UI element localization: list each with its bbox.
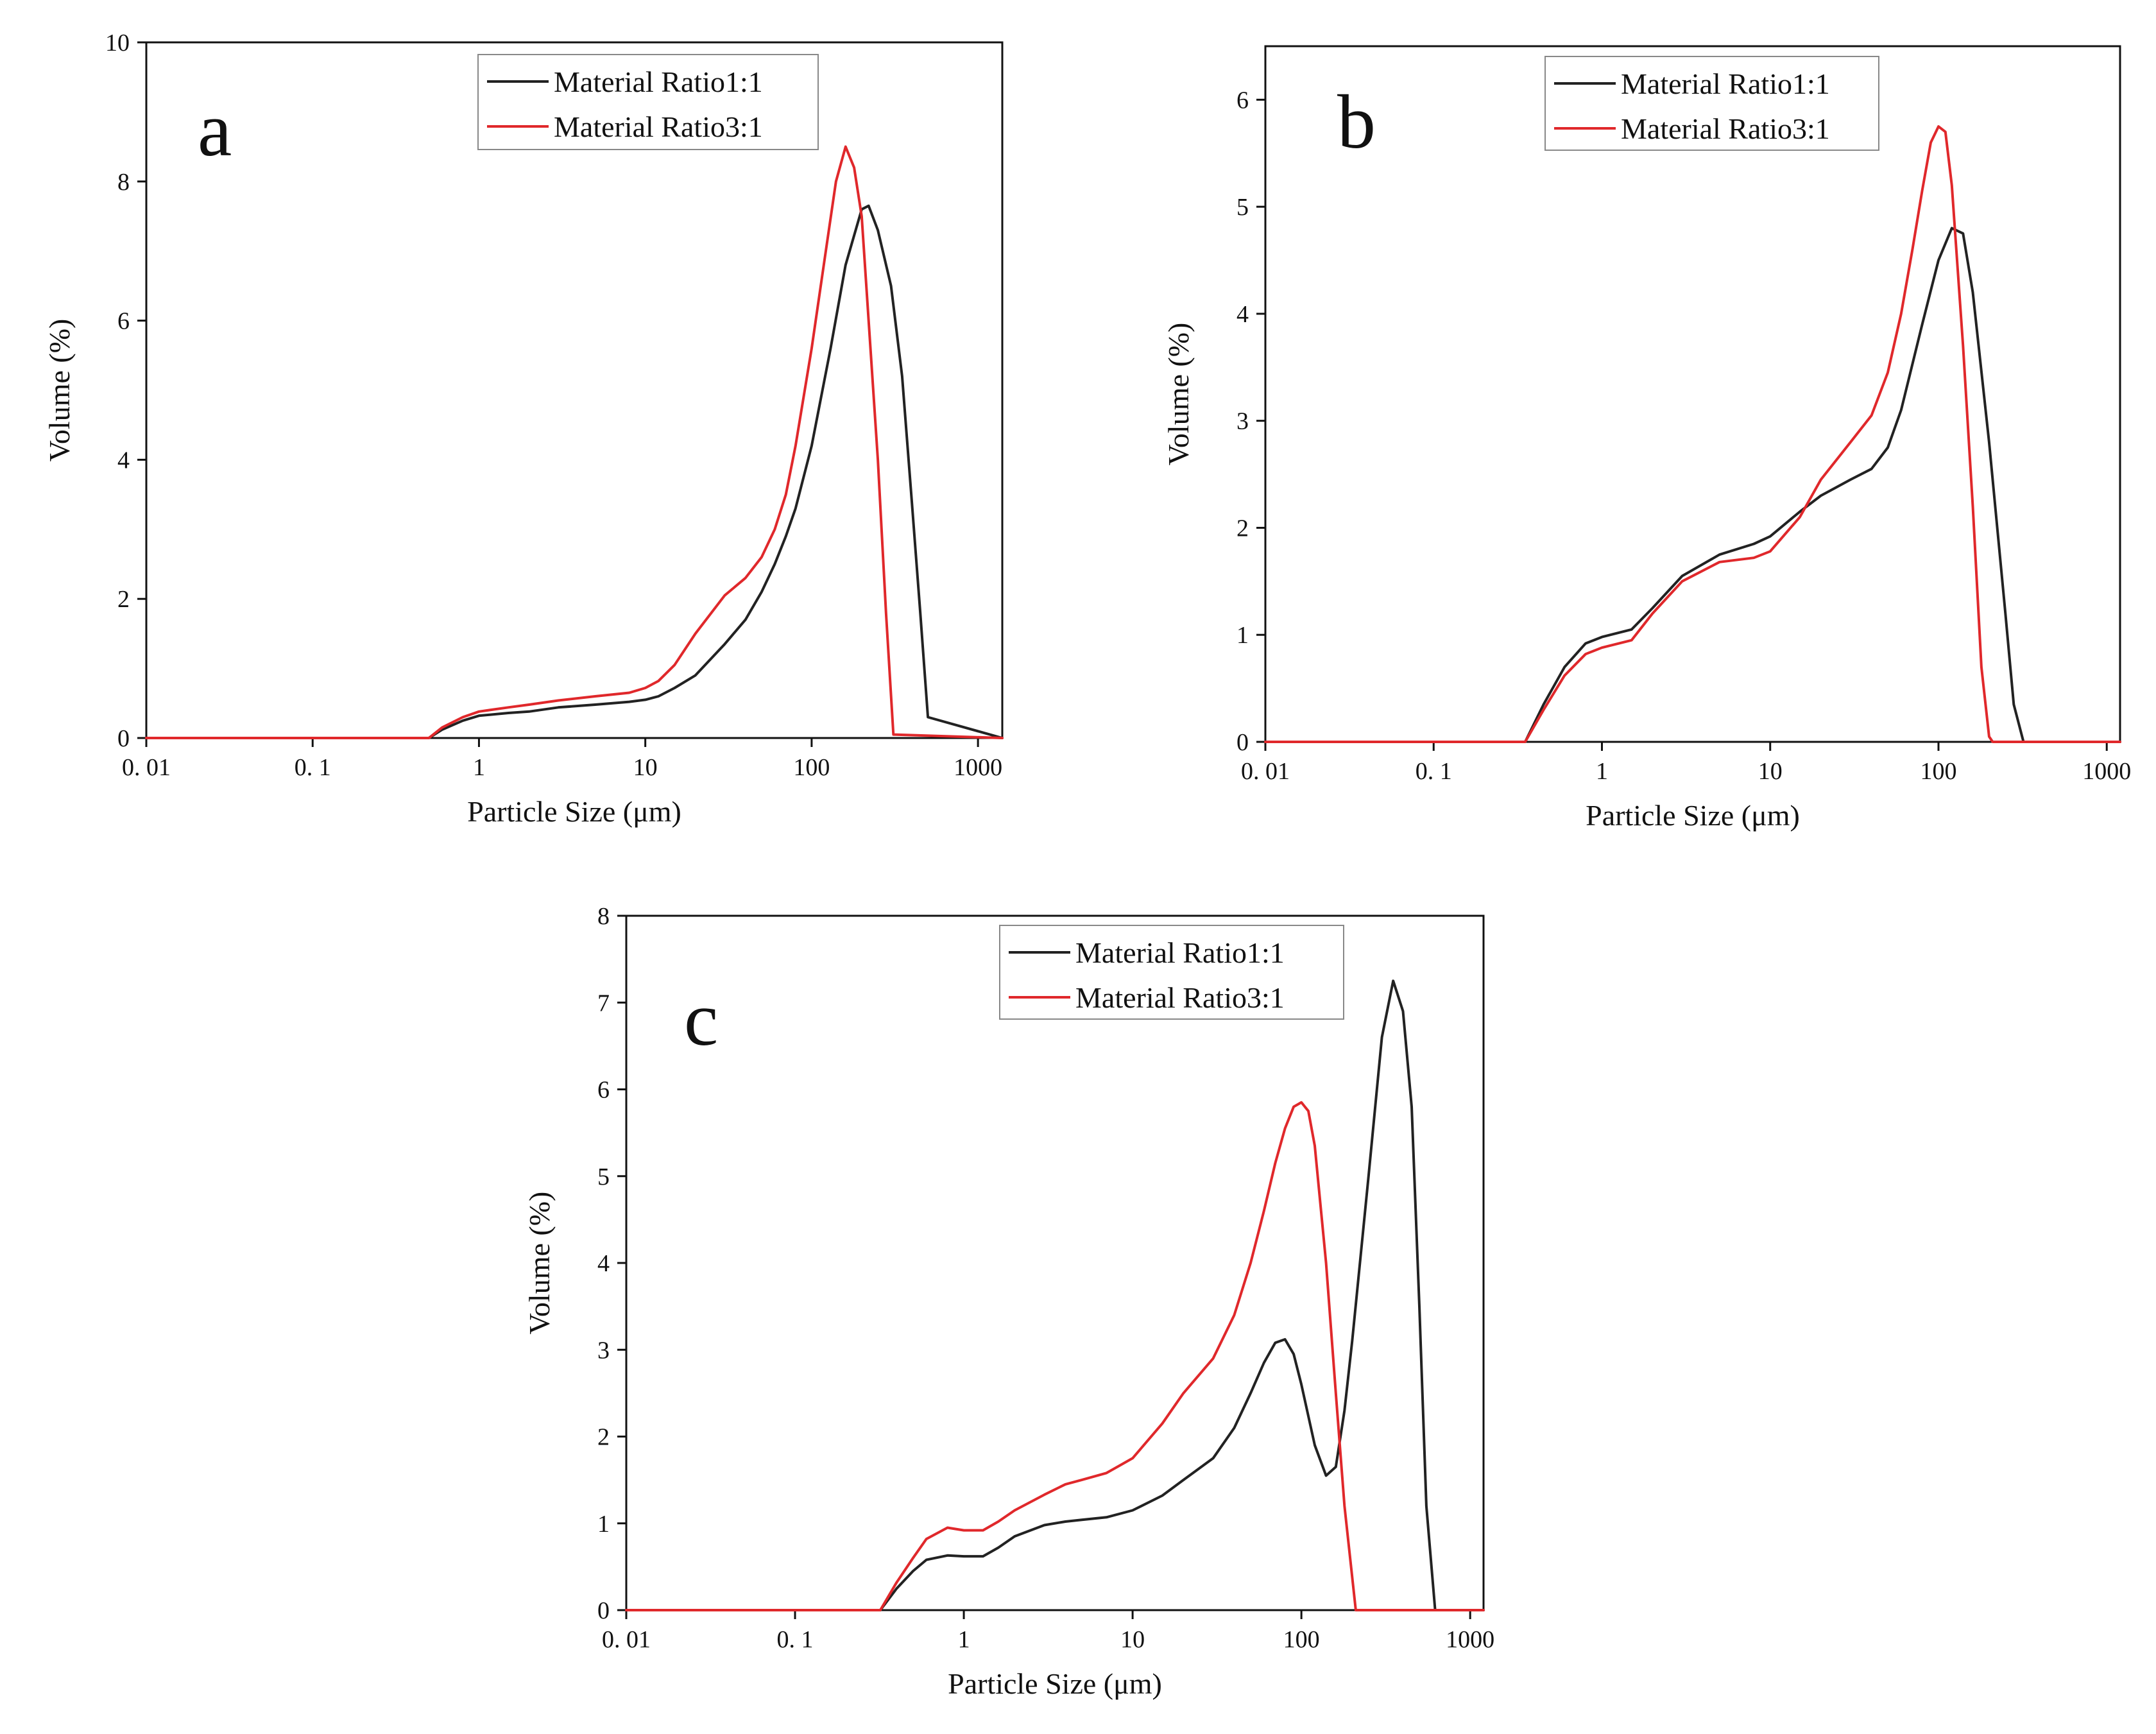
chart-panel-c: 0. 01 0. 1 1 10 100 1000 0 1 2 3 4 5 6 7 8 Particle Siz… xyxy=(523,903,1494,1700)
y-tick-label: 6 xyxy=(597,1077,610,1104)
legend-label: Material Ratio1:1 xyxy=(1621,67,1830,100)
y-tick-label: 3 xyxy=(1236,408,1249,435)
y-tick-label: 1 xyxy=(597,1511,610,1538)
y-axis-title: Volume (%) xyxy=(43,319,76,462)
y-tick-label: 2 xyxy=(117,586,130,613)
series-line-ratio-1-1 xyxy=(145,204,1004,739)
y-tick-label: 4 xyxy=(1236,301,1249,328)
y-tick-label: 8 xyxy=(117,169,130,196)
y-tick-label: 0 xyxy=(117,725,130,752)
legend-label: Material Ratio3:1 xyxy=(554,110,763,143)
x-tick-label: 10 xyxy=(1758,758,1783,785)
x-axis-title: Particle Size (μm) xyxy=(1586,799,1800,832)
y-tick-label: 5 xyxy=(1236,194,1249,221)
series-line-ratio-1-1 xyxy=(625,979,1485,1611)
y-tick-label: 4 xyxy=(597,1250,610,1277)
y-tick-label: 3 xyxy=(597,1337,610,1364)
y-tick-label: 10 xyxy=(105,30,130,56)
x-tick-label: 10 xyxy=(1120,1626,1145,1653)
legend-label: Material Ratio1:1 xyxy=(1075,936,1285,969)
y-tick-label: 5 xyxy=(597,1163,610,1190)
series-line-ratio-3-1 xyxy=(625,1101,1485,1611)
panel-letter: c xyxy=(684,976,718,1061)
x-tick-label: 0. 01 xyxy=(602,1626,651,1653)
series-line-ratio-3-1 xyxy=(145,145,1004,739)
x-axis-title: Particle Size (μm) xyxy=(467,795,681,828)
panel-letter: b xyxy=(1337,79,1376,164)
y-tick-label: 8 xyxy=(597,903,610,930)
legend-box xyxy=(477,54,819,150)
plot-frame xyxy=(145,41,1004,739)
legend-box xyxy=(999,925,1344,1020)
legend-label: Material Ratio3:1 xyxy=(1075,981,1285,1014)
legend-label: Material Ratio1:1 xyxy=(554,65,763,98)
series-line-ratio-1-1 xyxy=(1264,227,2121,743)
series-line-ratio-3-1 xyxy=(1264,125,2121,743)
x-tick-label: 0. 01 xyxy=(1241,758,1290,785)
plot-frame xyxy=(1264,45,2121,743)
x-tick-label: 1 xyxy=(473,754,485,781)
y-axis-title: Volume (%) xyxy=(1162,323,1195,466)
y-tick-label: 0 xyxy=(1236,729,1249,756)
x-tick-label: 0. 1 xyxy=(295,754,331,781)
x-tick-label: 1000 xyxy=(954,754,1002,781)
y-axis-title: Volume (%) xyxy=(523,1192,556,1335)
x-tick-label: 0. 01 xyxy=(122,754,171,781)
x-tick-label: 1 xyxy=(1596,758,1608,785)
y-tick-label: 1 xyxy=(1236,622,1249,649)
panel-letter: a xyxy=(198,87,232,172)
chart-panel-a: 0. 01 0. 1 1 10 100 1000 0 2 4 6 8 10 Particle Size … xyxy=(43,30,1004,828)
y-tick-label: 2 xyxy=(597,1424,610,1451)
y-tick-label: 6 xyxy=(1236,87,1249,114)
chart-panel-b: 0. 01 0. 1 1 10 100 1000 0 1 2 3 4 5 6 Particle Size … xyxy=(1162,45,2131,832)
x-axis-title: Particle Size (μm) xyxy=(948,1667,1162,1700)
x-tick-label: 0. 1 xyxy=(1416,758,1452,785)
plot-frame xyxy=(625,914,1485,1611)
x-tick-label: 100 xyxy=(1283,1626,1320,1653)
x-tick-label: 1 xyxy=(958,1626,970,1653)
y-tick-label: 4 xyxy=(117,447,130,474)
legend-label: Material Ratio3:1 xyxy=(1621,112,1830,145)
x-tick-label: 100 xyxy=(793,754,830,781)
legend-box xyxy=(1544,56,1879,151)
x-tick-label: 10 xyxy=(633,754,658,781)
x-tick-label: 100 xyxy=(1920,758,1956,785)
x-tick-label: 0. 1 xyxy=(777,1626,814,1653)
y-tick-label: 7 xyxy=(597,990,610,1017)
y-tick-label: 6 xyxy=(117,308,130,335)
x-tick-label: 1000 xyxy=(1446,1626,1494,1653)
y-tick-label: 0 xyxy=(597,1597,610,1624)
x-tick-label: 1000 xyxy=(2082,758,2131,785)
y-tick-label: 2 xyxy=(1236,515,1249,542)
